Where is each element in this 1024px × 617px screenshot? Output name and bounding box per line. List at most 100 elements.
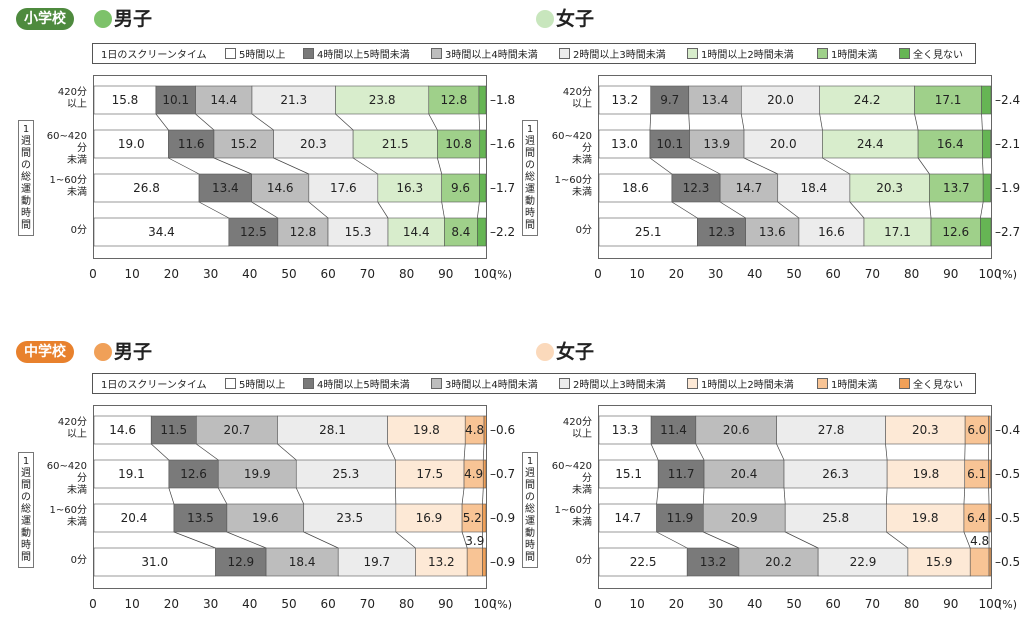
row-label: 420分 以上 bbox=[542, 417, 592, 441]
data-label: 16.9 bbox=[416, 511, 443, 525]
x-tick-label: 70 bbox=[359, 267, 376, 281]
connector-line bbox=[982, 157, 984, 175]
bar-segment bbox=[980, 217, 992, 247]
connector-line bbox=[914, 113, 919, 131]
data-label: 12.9 bbox=[227, 555, 254, 569]
connector-line bbox=[217, 487, 228, 505]
bar-segment bbox=[277, 415, 388, 445]
data-label: 12.8 bbox=[440, 93, 467, 107]
bar-segment bbox=[387, 415, 466, 445]
bar-segment bbox=[483, 415, 487, 445]
bar-segment bbox=[478, 85, 487, 115]
bar-segment bbox=[217, 459, 297, 489]
data-label: 13.4 bbox=[702, 93, 729, 107]
bar-segment bbox=[740, 85, 820, 115]
connector-line bbox=[198, 201, 230, 219]
bar-segment bbox=[308, 173, 379, 203]
row-label: 0分 bbox=[542, 555, 592, 567]
data-label: –2.2 bbox=[490, 225, 515, 239]
bar-segment bbox=[93, 173, 200, 203]
data-label: 20.3 bbox=[912, 423, 939, 437]
bar-segment bbox=[415, 547, 468, 577]
connector-line bbox=[168, 487, 175, 505]
bar-segment bbox=[93, 129, 169, 159]
bar-segment bbox=[173, 503, 228, 533]
yaxis-label: 1週間の総運動時間 bbox=[18, 452, 34, 568]
data-label: 18.6 bbox=[622, 181, 649, 195]
row-label-line: 1~60分 bbox=[49, 175, 87, 186]
bar-segment bbox=[482, 503, 487, 533]
bar-segment bbox=[982, 129, 991, 159]
connector-line bbox=[819, 113, 823, 131]
connector-line bbox=[428, 113, 438, 131]
data-label: 24.2 bbox=[854, 93, 881, 107]
data-label: 19.1 bbox=[118, 467, 145, 481]
data-label: –1.6 bbox=[490, 137, 515, 151]
data-label: 9.7 bbox=[660, 93, 679, 107]
data-label: 20.4 bbox=[121, 511, 148, 525]
legend-item: 1時間未満 bbox=[817, 376, 877, 391]
row-label-line: 420分 bbox=[562, 417, 592, 428]
row-label-line: 以上 bbox=[67, 99, 87, 110]
bar-segment bbox=[988, 547, 992, 577]
x-unit-label: (%) bbox=[493, 268, 513, 281]
bar-segment bbox=[444, 217, 478, 247]
data-label: 20.2 bbox=[765, 555, 792, 569]
connector-line bbox=[689, 157, 721, 175]
bar-segment bbox=[777, 173, 851, 203]
connector-line bbox=[777, 201, 800, 219]
bar-segment bbox=[428, 85, 480, 115]
x-tick-label: 100 bbox=[978, 597, 1002, 611]
data-label: 19.9 bbox=[244, 467, 271, 481]
row-label-line: 60~420分 bbox=[551, 131, 592, 154]
legend-item: 全く見ない bbox=[899, 46, 963, 61]
row-label-line: 未満 bbox=[572, 517, 592, 528]
legend-item: 全く見ない bbox=[899, 376, 963, 391]
data-label: 18.4 bbox=[289, 555, 316, 569]
x-tick-label: 20 bbox=[668, 597, 685, 611]
data-label: 17.1 bbox=[884, 225, 911, 239]
bar-segment bbox=[273, 129, 354, 159]
connector-line bbox=[463, 443, 466, 461]
connector-line bbox=[155, 113, 169, 131]
data-label: 19.6 bbox=[252, 511, 279, 525]
x-tick-label: 40 bbox=[242, 597, 258, 611]
data-label: 16.3 bbox=[396, 181, 423, 195]
bar-segment bbox=[598, 85, 652, 115]
row-label-line: 未満 bbox=[67, 517, 87, 528]
connector-line bbox=[461, 531, 468, 549]
data-label: 12.6 bbox=[942, 225, 969, 239]
data-label: 13.7 bbox=[943, 181, 970, 195]
data-label: –0.9 bbox=[490, 555, 515, 569]
x-tick-label: 30 bbox=[707, 597, 724, 611]
boys-dot-icon bbox=[94, 10, 112, 28]
connector-line bbox=[783, 487, 786, 505]
bar-segment bbox=[93, 503, 175, 533]
bar-segment bbox=[822, 129, 919, 159]
connector-line bbox=[822, 157, 851, 175]
connector-line bbox=[168, 157, 200, 175]
data-label: 14.7 bbox=[614, 511, 641, 525]
connector-line bbox=[656, 487, 659, 505]
x-tick-label: 0 bbox=[594, 267, 602, 281]
data-label: 13.3 bbox=[612, 423, 639, 437]
bar-segment bbox=[215, 547, 267, 577]
bar-segment bbox=[387, 217, 445, 247]
x-tick-label: 90 bbox=[943, 267, 959, 281]
connector-line bbox=[273, 157, 309, 175]
row-label-line: 未満 bbox=[67, 155, 87, 166]
data-label: 28.1 bbox=[319, 423, 346, 437]
x-tick-label: 0 bbox=[89, 597, 97, 611]
x-tick-label: 80 bbox=[903, 267, 920, 281]
data-label: 12.8 bbox=[290, 225, 317, 239]
x-tick-label: 10 bbox=[124, 267, 140, 281]
data-label: 16.4 bbox=[937, 137, 964, 151]
legend-elementary: 1日のスクリーンタイム 5時間以上 4時間以上5時間未満 3時間以上4時間未満 … bbox=[92, 43, 976, 64]
row-label-line: 0分 bbox=[575, 225, 592, 236]
row-label-line: 60~420分 bbox=[46, 131, 87, 154]
legend-item: 1時間以上2時間未満 bbox=[687, 376, 794, 391]
data-label: 24.4 bbox=[857, 137, 884, 151]
bar-segment bbox=[650, 415, 697, 445]
connector-line bbox=[963, 531, 971, 549]
data-label: –0.5 bbox=[995, 467, 1020, 481]
